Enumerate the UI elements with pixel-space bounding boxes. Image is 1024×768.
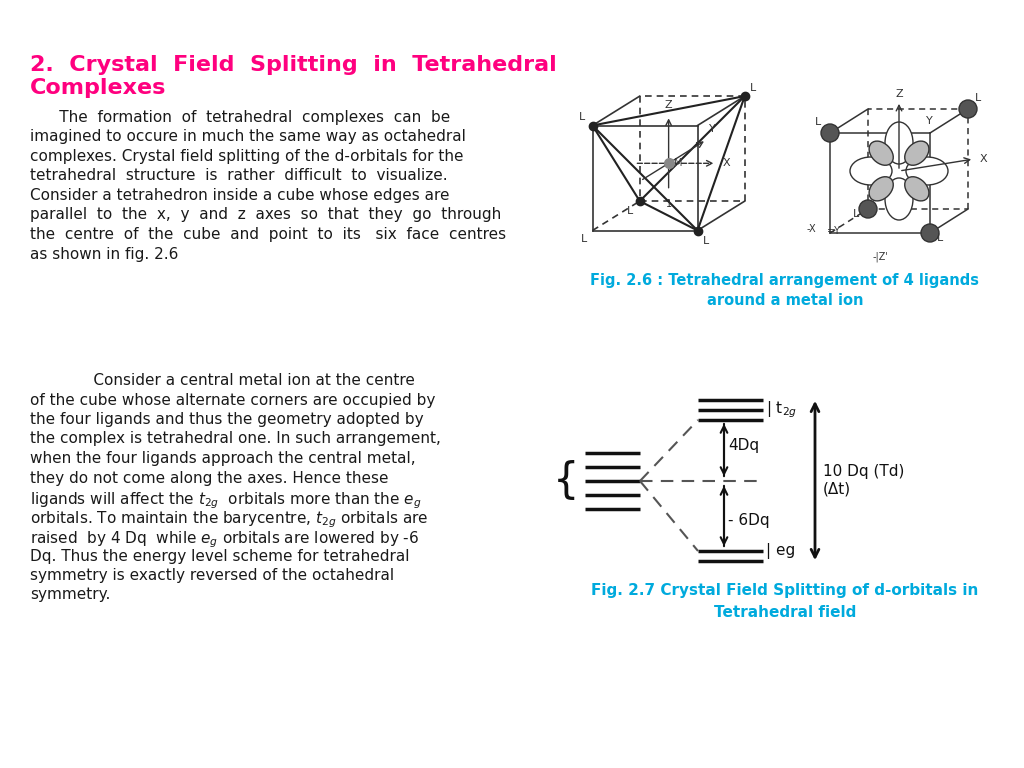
Text: orbitals. To maintain the barycentre, $t_{2g}$ orbitals are: orbitals. To maintain the barycentre, $t… (30, 509, 428, 530)
Text: X: X (722, 158, 730, 168)
Text: complexes. Crystal field splitting of the d-orbitals for the: complexes. Crystal field splitting of th… (30, 149, 464, 164)
Text: 4Dq: 4Dq (728, 438, 759, 453)
Text: =Y: =Y (827, 226, 842, 236)
Text: L: L (750, 83, 756, 93)
Text: Fig. 2.7 Crystal Field Splitting of d-orbitals in: Fig. 2.7 Crystal Field Splitting of d-or… (591, 583, 979, 598)
Text: tetrahedral  structure  is  rather  difficult  to  visualize.: tetrahedral structure is rather difficul… (30, 168, 447, 184)
Text: {: { (553, 460, 579, 502)
Text: Fig. 2.6 : Tetrahedral arrangement of 4 ligands: Fig. 2.6 : Tetrahedral arrangement of 4 … (591, 273, 980, 288)
Ellipse shape (850, 157, 892, 185)
Ellipse shape (869, 141, 893, 165)
Text: the  centre  of  the  cube  and  point  to  its   six  face  centres: the centre of the cube and point to its … (30, 227, 506, 242)
Text: symmetry is exactly reversed of the octahedral: symmetry is exactly reversed of the octa… (30, 568, 394, 583)
Text: L: L (815, 117, 821, 127)
Text: raised  by 4 Dq  while $e_g$ orbitals are lowered by -6: raised by 4 Dq while $e_g$ orbitals are … (30, 529, 419, 550)
Ellipse shape (905, 177, 929, 201)
Text: 2.  Crystal  Field  Splitting  in  Tetrahedral: 2. Crystal Field Splitting in Tetrahedra… (30, 55, 557, 75)
Ellipse shape (905, 141, 929, 165)
Text: Z: Z (895, 89, 903, 99)
Text: Z: Z (665, 100, 673, 110)
Text: Consider a tetrahedron inside a cube whose edges are: Consider a tetrahedron inside a cube who… (30, 188, 450, 203)
Text: around a metal ion: around a metal ion (707, 293, 863, 308)
Ellipse shape (869, 177, 893, 201)
Text: symmetry.: symmetry. (30, 588, 111, 603)
Text: M: M (674, 158, 682, 168)
Text: L: L (853, 209, 859, 219)
Circle shape (859, 200, 877, 218)
Text: X: X (980, 154, 987, 164)
Text: - 6Dq: - 6Dq (728, 514, 770, 528)
Text: 1: 1 (666, 199, 672, 209)
Text: L: L (975, 93, 981, 103)
Text: -|Z': -|Z' (872, 251, 888, 261)
Text: Y: Y (926, 116, 932, 126)
Text: the four ligands and thus the geometry adopted by: the four ligands and thus the geometry a… (30, 412, 424, 427)
Text: L: L (627, 206, 633, 216)
Text: -X: -X (806, 224, 816, 234)
Text: Tetrahedral field: Tetrahedral field (714, 605, 856, 620)
Text: parallel  to  the  x,  y  and  z  axes  so  that  they  go  through: parallel to the x, y and z axes so that … (30, 207, 502, 223)
Text: The  formation  of  tetrahedral  complexes  can  be: The formation of tetrahedral complexes c… (30, 110, 451, 125)
Circle shape (821, 124, 839, 142)
Text: 10 Dq (Td)
(Δt): 10 Dq (Td) (Δt) (823, 465, 904, 497)
Text: L: L (582, 234, 588, 244)
Text: L: L (702, 236, 709, 246)
Text: ligands will affect the $t_{2g}$  orbitals more than the $e_g$: ligands will affect the $t_{2g}$ orbital… (30, 490, 422, 511)
Circle shape (921, 224, 939, 242)
Text: Consider a central metal ion at the centre: Consider a central metal ion at the cent… (30, 373, 415, 388)
Text: L: L (937, 233, 943, 243)
Text: Y: Y (709, 124, 716, 134)
Text: imagined to occure in much the same way as octahedral: imagined to occure in much the same way … (30, 130, 466, 144)
Ellipse shape (906, 157, 948, 185)
Text: the complex is tetrahedral one. In such arrangement,: the complex is tetrahedral one. In such … (30, 432, 441, 446)
Ellipse shape (885, 178, 913, 220)
Text: as shown in fig. 2.6: as shown in fig. 2.6 (30, 247, 178, 261)
Text: Complexes: Complexes (30, 78, 166, 98)
Text: when the four ligands approach the central metal,: when the four ligands approach the centr… (30, 451, 416, 466)
Text: Dq. Thus the energy level scheme for tetrahedral: Dq. Thus the energy level scheme for tet… (30, 548, 410, 564)
Circle shape (959, 100, 977, 118)
Text: L: L (580, 112, 586, 123)
Text: they do not come along the axes. Hence these: they do not come along the axes. Hence t… (30, 471, 388, 485)
Text: | eg: | eg (766, 543, 796, 559)
Ellipse shape (885, 122, 913, 164)
Text: of the cube whose alternate corners are occupied by: of the cube whose alternate corners are … (30, 392, 435, 408)
Text: | t$_{2g}$: | t$_{2g}$ (766, 399, 798, 420)
